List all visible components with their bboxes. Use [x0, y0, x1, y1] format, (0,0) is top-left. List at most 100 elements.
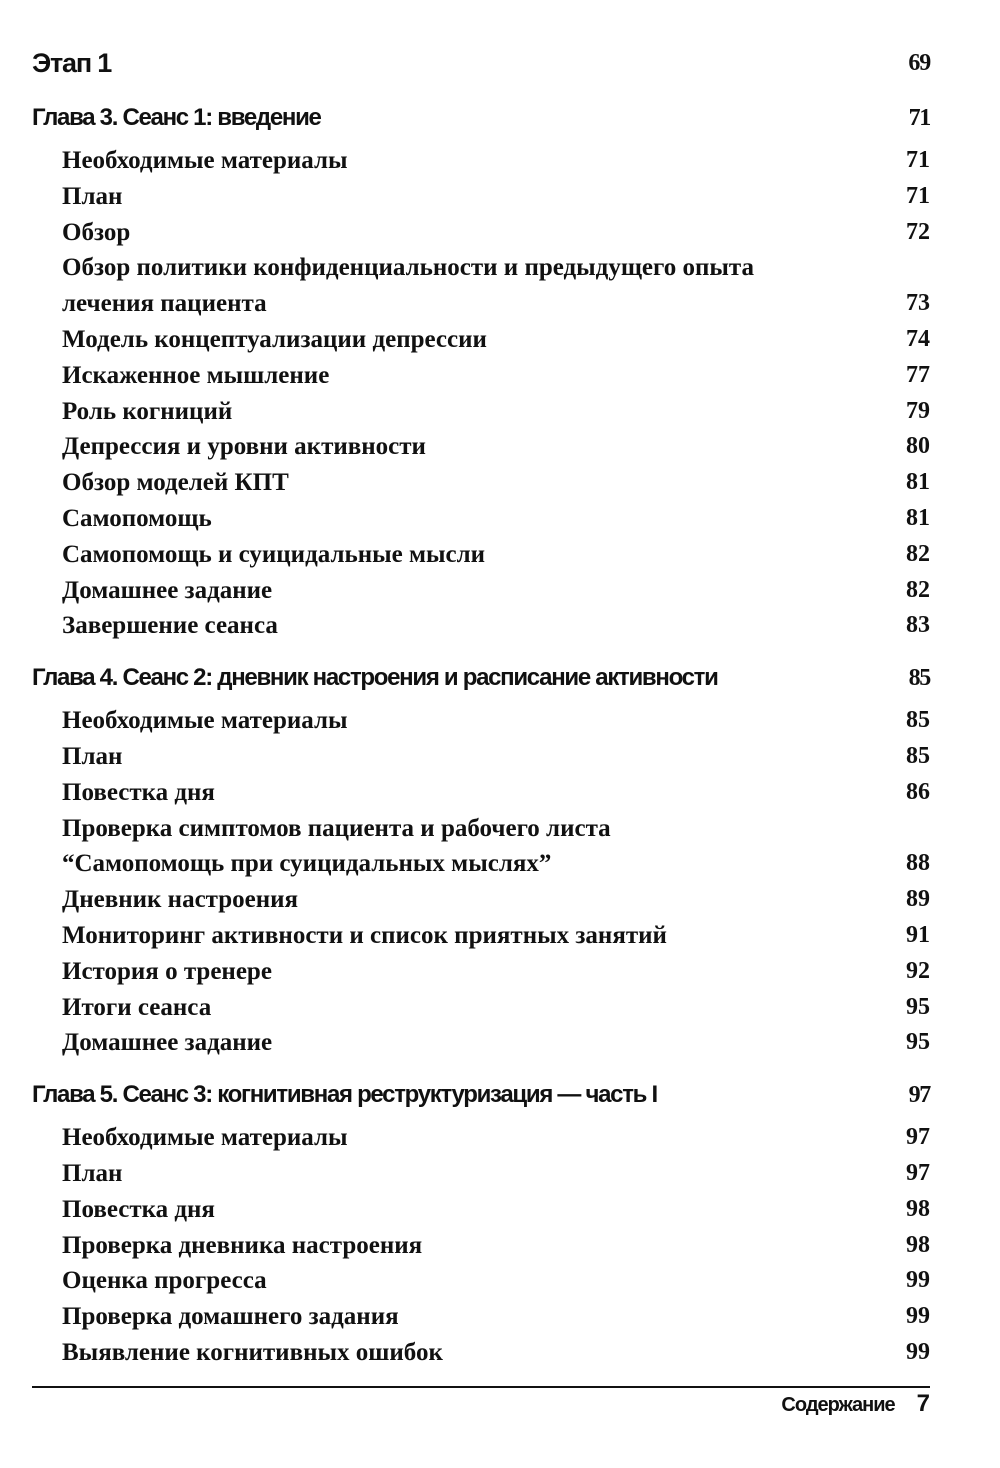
toc-entry: Самопомощь и суицидальные мысли 82 [32, 537, 930, 573]
toc-entry: Необходимые материалы 71 [32, 143, 930, 179]
entry-title: Итоги сеанса [62, 993, 212, 1021]
entry-title: Выявление когнитивных ошибок [62, 1338, 443, 1366]
chapter-heading: Глава 5. Сеанс 3: когнитивная реструктур… [32, 1077, 932, 1113]
entry-page: 91 [906, 921, 930, 948]
entry-page: 89 [906, 886, 930, 913]
entry-title: Домашнее задание [62, 1029, 273, 1057]
entry-title: Депрессия и уровни активности [62, 433, 426, 461]
entry-title: Повестка дня [62, 1195, 215, 1223]
entry-title: Дневник настроения [62, 886, 299, 914]
chapter-page: 97 [908, 1082, 932, 1109]
toc-entry: План 97 [32, 1156, 930, 1192]
toc-entry: Дневник настроения 89 [32, 882, 930, 918]
toc-entry: Обзор политики конфиденциальности и пред… [32, 250, 930, 322]
toc-entry: План 85 [32, 739, 930, 775]
entry-title: Искаженное мышление [62, 361, 330, 389]
entry-page: 73 [906, 290, 930, 317]
toc-entry: Повестка дня 86 [32, 775, 930, 811]
entry-page: 88 [906, 850, 930, 877]
page-footer: Содержание 7 [781, 1390, 930, 1418]
toc-entry: Искаженное мышление 77 [32, 358, 930, 394]
entry-page: 97 [906, 1159, 930, 1186]
toc-entry: Мониторинг активности и список приятных … [32, 918, 930, 954]
page-number: 7 [916, 1390, 930, 1417]
entry-page: 82 [906, 540, 930, 567]
entry-page: 77 [906, 361, 930, 388]
entry-page: 95 [906, 1029, 930, 1056]
toc-entry: Проверка домашнего задания 99 [32, 1299, 930, 1335]
entry-page: 99 [906, 1338, 930, 1365]
toc-entry: Обзор моделей КПТ 81 [32, 465, 930, 501]
entry-page: 80 [906, 433, 930, 460]
entry-title: Обзор политики конфиденциальности и пред… [62, 254, 755, 318]
toc-entry: Повестка дня 98 [32, 1192, 930, 1228]
entry-page: 95 [906, 993, 930, 1020]
entry-page: 97 [906, 1124, 930, 1151]
part-heading: Этап 1 69 [32, 45, 931, 81]
footer-divider [32, 1386, 930, 1388]
entry-page: 85 [906, 742, 930, 769]
toc-entry: Проверка симптомов пациента и рабочего л… [32, 811, 930, 883]
entry-title: Самопомощь и суицидальные мысли [62, 540, 486, 568]
chapter-page: 71 [908, 105, 932, 131]
entry-title: Оценка прогресса [62, 1267, 267, 1295]
entry-title: Самопомощь [62, 504, 212, 532]
chapter-title: Глава 5. Сеанс 3: когнитивная реструктур… [32, 1081, 658, 1109]
toc-entry: Необходимые материалы 85 [32, 703, 930, 739]
entry-page: 71 [906, 147, 930, 173]
entry-title: Повестка дня [62, 778, 215, 806]
toc-entry: Выявление когнитивных ошибок 99 [32, 1335, 930, 1371]
entry-title: Домашнее задание [62, 576, 273, 604]
entry-title: Обзор [62, 218, 131, 246]
entry-title: План [62, 742, 123, 770]
toc-entry: Итоги сеанса 95 [32, 990, 930, 1026]
toc-entry: История о тренере 92 [32, 954, 930, 990]
toc-entry: Завершение сеанса 83 [32, 608, 930, 644]
entry-page: 86 [906, 778, 930, 805]
toc-entry: Домашнее задание 95 [32, 1025, 930, 1061]
entry-title: Необходимые материалы [62, 147, 348, 174]
entry-title: План [62, 182, 123, 210]
chapter-title: Глава 3. Сеанс 1: введение [32, 104, 322, 131]
part-title: Этап 1 [32, 48, 112, 78]
entry-title: Проверка домашнего задания [62, 1303, 399, 1331]
entry-page: 81 [906, 469, 930, 496]
entry-title: Проверка симптомов пациента и рабочего л… [62, 814, 611, 878]
chapter-title: Глава 4. Сеанс 2: дневник настроения и р… [32, 664, 719, 692]
toc-entry: Модель концептуализации депрессии 74 [32, 322, 930, 358]
entry-page: 99 [906, 1303, 930, 1330]
entry-title: Модель концептуализации депрессии [62, 325, 487, 353]
entry-page: 85 [906, 707, 930, 734]
entry-page: 99 [906, 1267, 930, 1294]
toc-entry: Домашнее задание 82 [32, 573, 930, 609]
toc-entry: План 71 [32, 179, 930, 215]
toc-entry: Самопомощь 81 [32, 501, 930, 537]
chapter-page: 85 [908, 665, 932, 692]
entry-title: Завершение сеанса [62, 612, 278, 640]
entry-title: План [62, 1159, 123, 1187]
entry-title: Обзор моделей КПТ [62, 469, 289, 497]
entry-page: 71 [906, 182, 930, 209]
part-page: 69 [908, 50, 931, 76]
chapter-heading: Глава 3. Сеанс 1: введение 71 [32, 100, 932, 136]
entry-page: 92 [906, 957, 930, 984]
toc-entry: Оценка прогресса 99 [32, 1263, 930, 1299]
entry-title: История о тренере [62, 957, 272, 985]
entry-page: 98 [906, 1195, 930, 1222]
entry-page: 98 [906, 1231, 930, 1258]
table-of-contents: Этап 1 69 Глава 3. Сеанс 1: введение 71 Не… [32, 45, 932, 1371]
entry-title: Роль когниций [62, 397, 233, 425]
toc-entry: Роль когниций 79 [32, 394, 930, 430]
entry-page: 79 [906, 397, 930, 424]
entry-page: 81 [906, 504, 930, 531]
toc-entry: Необходимые материалы 97 [32, 1120, 930, 1156]
toc-entry: Депрессия и уровни активности 80 [32, 429, 930, 465]
entry-title: Необходимые материалы [62, 707, 348, 735]
entry-title: Мониторинг активности и список приятных … [62, 921, 667, 949]
toc-entry: Проверка дневника настроения 98 [32, 1228, 930, 1264]
footer-label: Содержание [781, 1394, 895, 1416]
chapter-heading: Глава 4. Сеанс 2: дневник настроения и р… [32, 660, 932, 696]
toc-entry: Обзор 72 [32, 215, 930, 251]
entry-title: Проверка дневника настроения [62, 1231, 423, 1259]
entry-page: 82 [906, 576, 930, 603]
